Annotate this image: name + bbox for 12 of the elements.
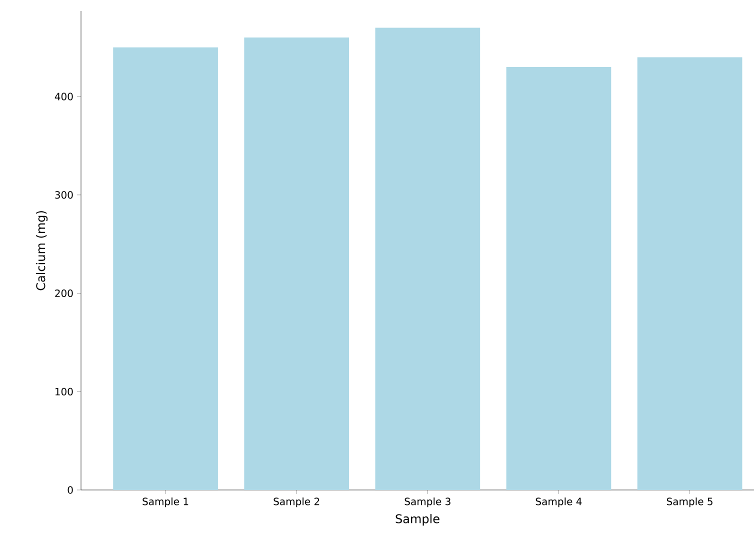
y-axis-title: Calcium (mg) [36,211,48,290]
x-tick-label: Sample 3 [404,498,450,508]
x-tick-label: Sample 1 [142,498,188,508]
x-tick-label: Sample 4 [536,498,582,508]
x-axis-title: Sample [396,514,440,526]
y-tick-label: 200 [55,289,73,298]
x-tick-label: Sample 5 [666,498,712,508]
y-tick-label: 100 [55,388,73,396]
x-tick-label: Sample 2 [274,498,320,508]
y-tick-label: 0 [68,486,73,494]
y-tick-label: 400 [54,92,73,100]
y-tick-label: 300 [55,191,73,199]
